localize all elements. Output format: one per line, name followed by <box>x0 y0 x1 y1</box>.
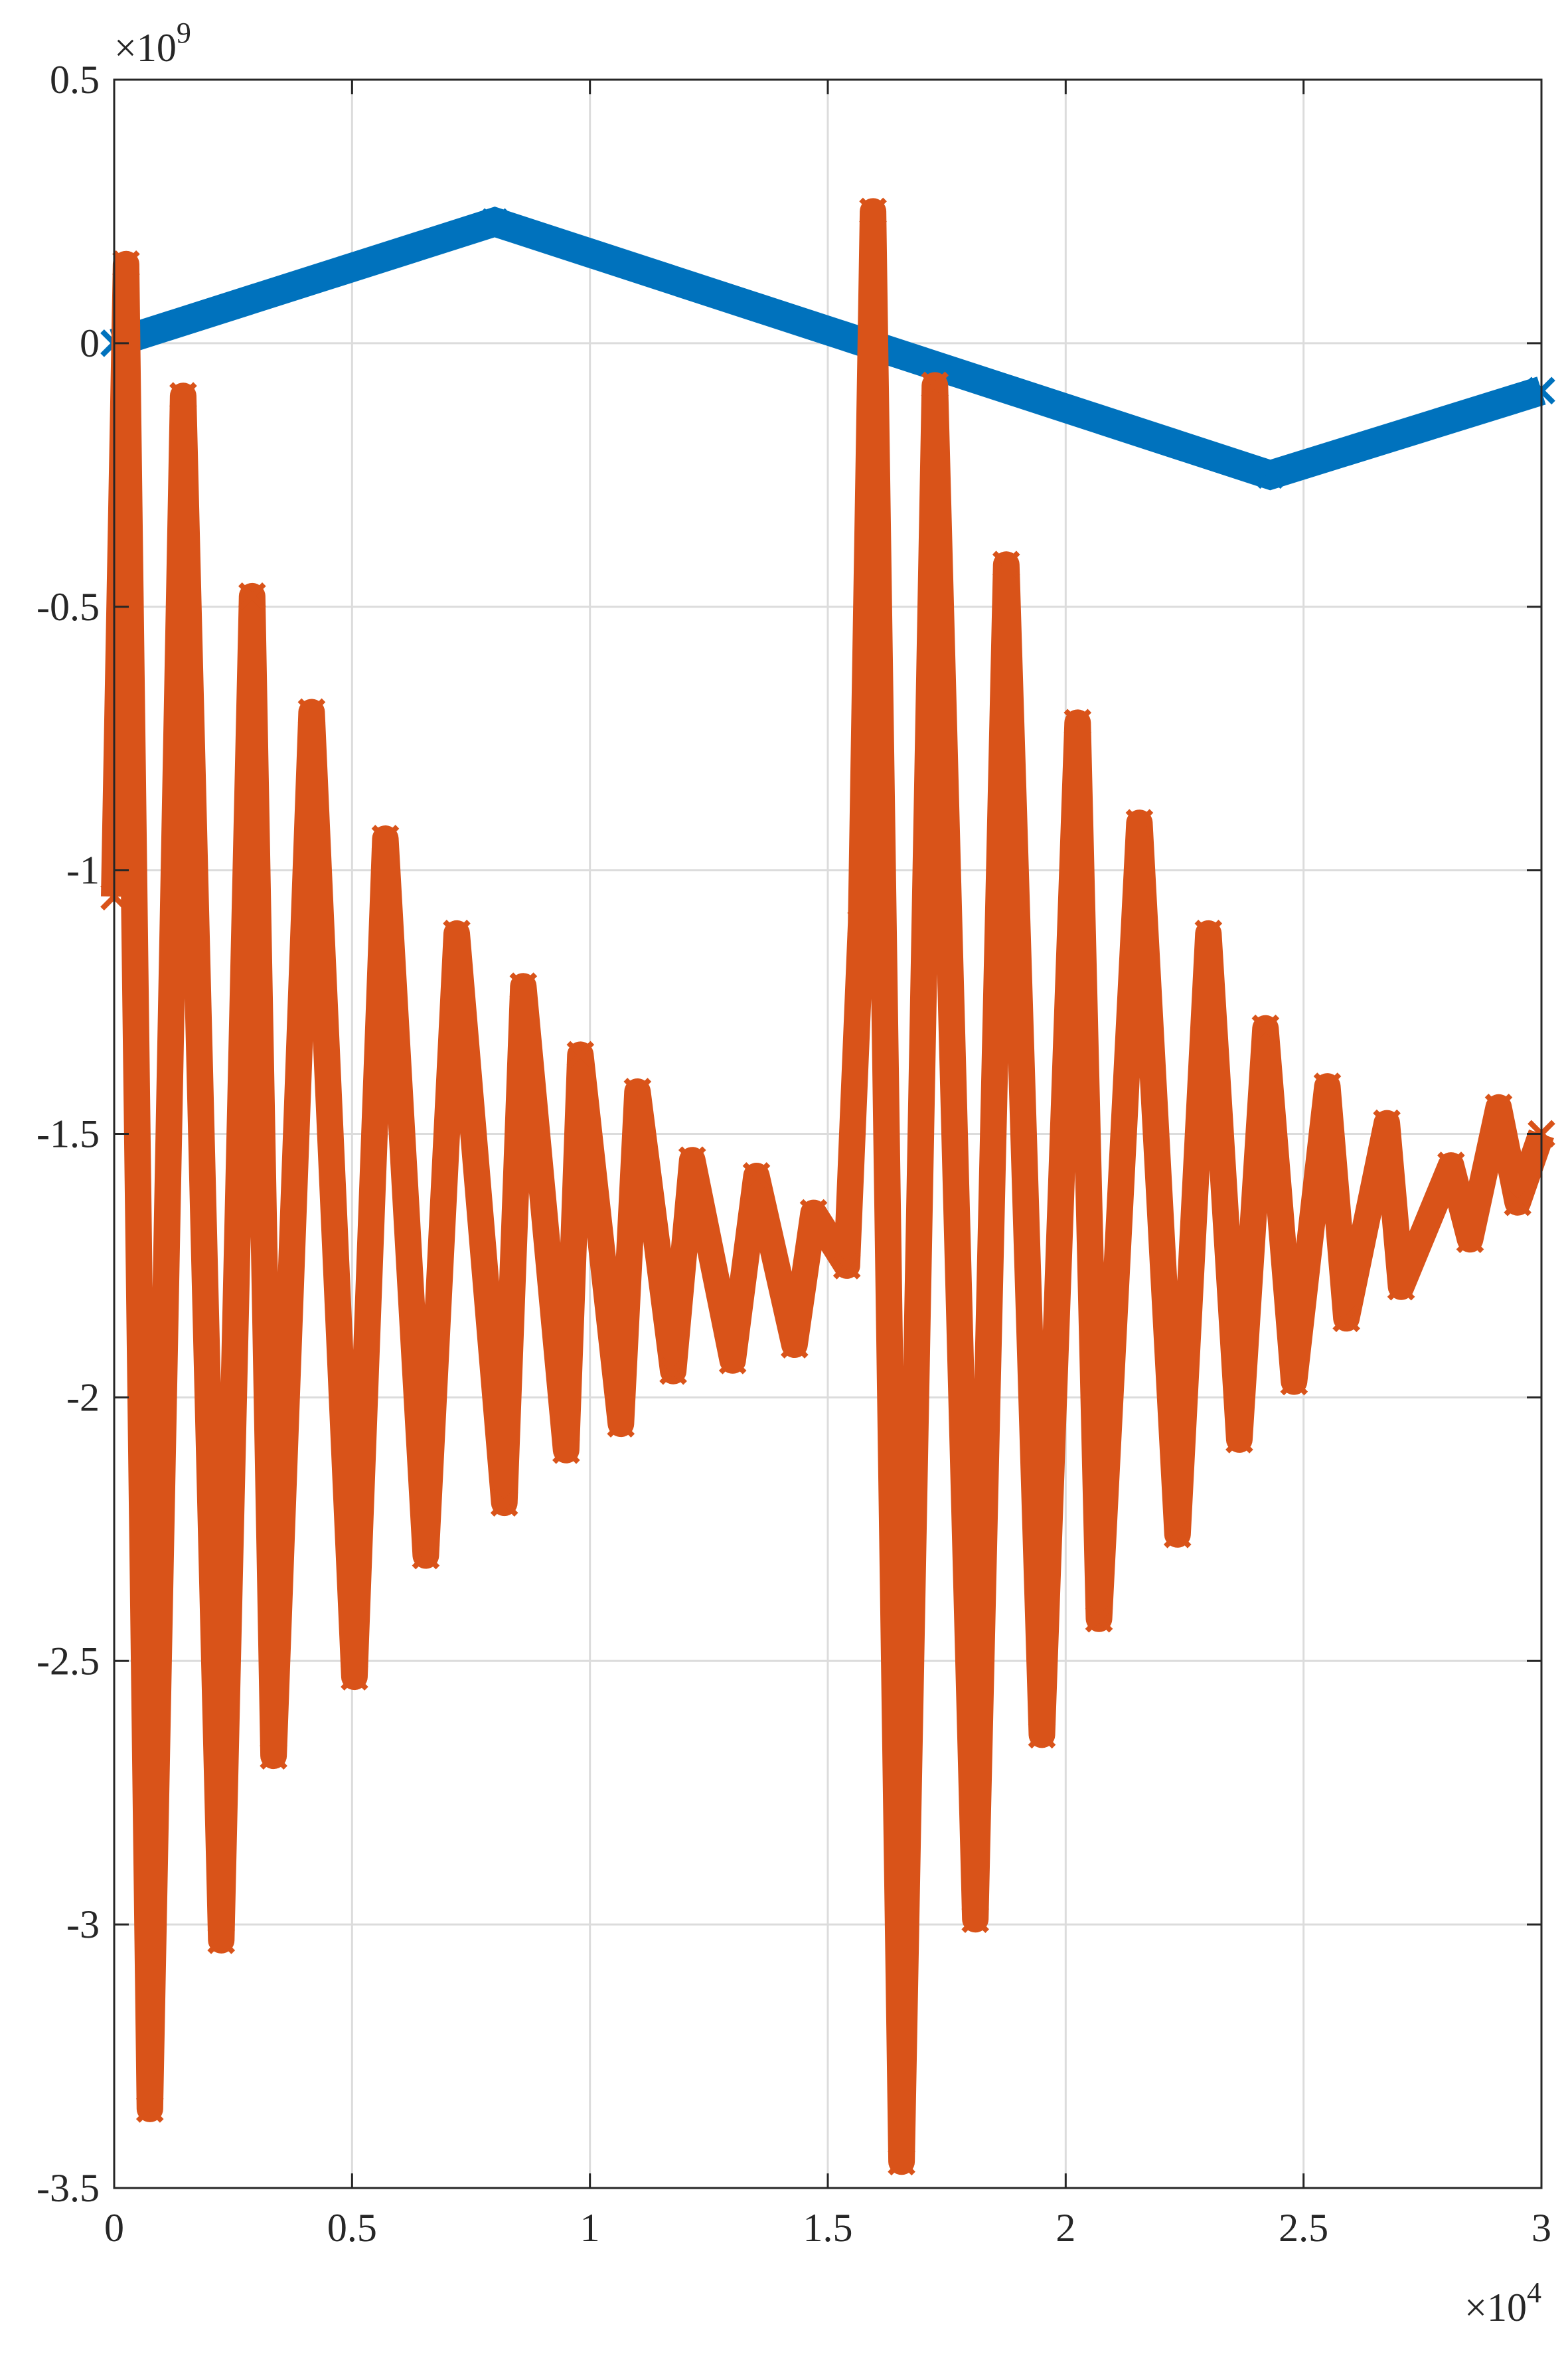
series-2-marker <box>1194 920 1223 948</box>
series-2-marker <box>112 250 140 278</box>
series-2-marker <box>1251 1014 1280 1043</box>
series-2-marker <box>490 1489 518 1517</box>
x-tick-label: 2.5 <box>1279 2206 1328 2250</box>
x-tick-label: 1 <box>580 2206 600 2250</box>
series-2-marker <box>443 920 471 948</box>
y-tick-label: 0 <box>80 321 100 365</box>
series-2-marker <box>1063 709 1092 737</box>
series-2-marker <box>341 1663 368 1691</box>
y-tick-label: 0.5 <box>50 58 100 102</box>
x-tick-label: 0.5 <box>327 2206 377 2250</box>
series-2-marker <box>1313 1072 1342 1100</box>
tick-labels: 0 0.5 1 1.5 2 2.5 3 0.5 0 -0.5 -1 -1.5 -2 -2.5 -3 -3.5 <box>37 58 1551 2250</box>
series-2-marker <box>509 972 538 1001</box>
series-2-marker <box>847 909 875 937</box>
exponent-base: ×10 <box>114 26 177 70</box>
series-2-marker <box>1484 1093 1513 1122</box>
series-2-marker <box>297 698 326 726</box>
series-2-marker <box>1387 1272 1415 1301</box>
series-2 <box>100 197 1555 2176</box>
series-1-marker <box>481 208 509 236</box>
x-tick-label: 2 <box>1056 2206 1075 2250</box>
y-exponent-label: ×109 <box>114 17 191 70</box>
series-2-marker <box>1437 1151 1465 1179</box>
series-2-marker <box>566 1041 595 1069</box>
series-2-marker <box>1225 1426 1253 1454</box>
series-1-marker <box>1256 461 1285 489</box>
series-2-marker <box>781 1331 809 1359</box>
series-2-marker <box>961 1905 989 1934</box>
x-exponent-label: ×104 <box>1464 2276 1541 2329</box>
x-tick-label: 1.5 <box>803 2206 853 2250</box>
ticks <box>113 78 1543 2189</box>
y-tick-label: -0.5 <box>37 585 100 629</box>
series-2-marker <box>1125 809 1154 837</box>
series-2-marker <box>623 1078 652 1106</box>
series-2-marker <box>1456 1225 1484 1254</box>
series-2-marker <box>607 1410 635 1438</box>
y-tick-label: -1.5 <box>37 1112 100 1156</box>
series-2-marker <box>832 1252 861 1280</box>
y-tick-label: -3 <box>66 1902 100 1946</box>
series-2-marker <box>718 1346 747 1375</box>
series-2-marker <box>1373 1109 1401 1137</box>
x-tick-label: 3 <box>1531 2206 1551 2250</box>
y-tick-label: -1 <box>66 849 100 892</box>
series-2-marker <box>552 1436 580 1464</box>
y-tick-label: -2 <box>66 1375 100 1419</box>
series-2-marker <box>659 1357 687 1385</box>
series-2-marker <box>238 582 266 610</box>
series-2-marker <box>888 2147 915 2176</box>
series-2-marker <box>135 2095 164 2123</box>
series-2-marker <box>1028 1721 1056 1749</box>
exponent-power: 9 <box>177 17 191 49</box>
series-2-marker <box>371 825 400 853</box>
series-2-marker <box>992 550 1020 579</box>
series-layer <box>100 197 1555 2176</box>
series-2-marker <box>207 1926 236 1954</box>
series-2-marker <box>260 1742 287 1770</box>
series-2-marker <box>169 382 197 410</box>
exponent-power: 4 <box>1527 2276 1541 2309</box>
y-tick-label: -3.5 <box>37 2166 100 2210</box>
series-2-marker <box>859 197 887 226</box>
y-tick-label: -2.5 <box>37 1639 100 1683</box>
series-2-marker <box>678 1146 706 1175</box>
series-2-marker <box>742 1162 771 1190</box>
series-2-marker <box>1280 1367 1308 1396</box>
series-2-marker <box>1163 1520 1192 1549</box>
series-2-marker <box>1085 1604 1113 1633</box>
series-2-marker <box>412 1541 440 1570</box>
exponent-base: ×10 <box>1464 2286 1527 2329</box>
series-2-marker <box>921 371 949 400</box>
x-tick-label: 0 <box>104 2206 124 2250</box>
series-2-marker <box>799 1199 828 1227</box>
series-2-marker <box>1504 1188 1531 1217</box>
series-2-marker <box>1332 1304 1360 1333</box>
